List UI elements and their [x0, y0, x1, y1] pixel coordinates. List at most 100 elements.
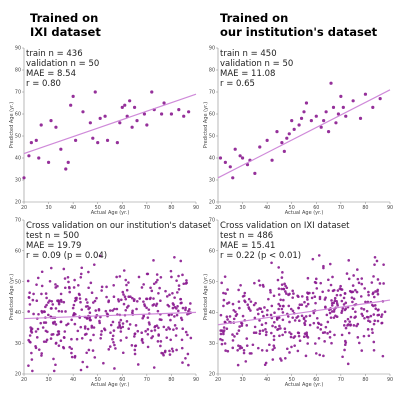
panel3-data-point [54, 341, 58, 345]
panel1-x-tick-label: 90 [193, 205, 199, 211]
panel4-data-point [247, 297, 251, 301]
panel4-data-point [241, 314, 245, 318]
panel3-data-point [30, 358, 34, 361]
panel4-data-point [360, 282, 364, 286]
panel4-data-point [249, 300, 253, 303]
panel3-data-point [173, 255, 176, 259]
panel3-data-point [123, 295, 127, 298]
heading-left-line1: Trained on [30, 11, 99, 25]
panel4-data-point [246, 303, 250, 306]
panel2-y-tick-label: 70 [209, 90, 215, 96]
panel3-data-point [168, 327, 172, 331]
panel3-data-point [32, 292, 35, 296]
panel3-data-point [184, 356, 187, 360]
panel1-y-tick-label: 70 [15, 90, 21, 96]
panel3-data-point [122, 269, 126, 272]
panel3-data-point [34, 346, 38, 350]
panel3-data-point [138, 297, 142, 300]
panel3-data-point [86, 327, 90, 331]
panel2-data-point [275, 130, 279, 134]
panel4-data-point [314, 342, 317, 345]
panel1-y-tick-label: 50 [15, 134, 21, 140]
panel3-data-point [72, 314, 75, 317]
panel4-data-point [262, 314, 265, 318]
panel4-data-point [284, 330, 287, 334]
panel4-data-point [226, 318, 229, 321]
panel2-data-point [233, 147, 237, 151]
panel3-data-point [114, 347, 117, 350]
panel4-data-point [306, 291, 309, 294]
panel3-data-point [73, 278, 76, 282]
panel4-data-point [308, 314, 312, 318]
panel4-data-point [382, 263, 385, 266]
panel1-data-point [123, 103, 127, 107]
panel4-data-point [237, 329, 241, 332]
panel4-data-point [319, 328, 323, 331]
panel4-x-tick-label: 50 [289, 377, 295, 383]
panel4-data-point [266, 308, 269, 312]
panel2-data-point [309, 119, 313, 123]
panel3-data-point [181, 361, 184, 364]
panel2-y-axis-title: Predicted Age (yr.) [203, 102, 209, 148]
panel3-data-point [185, 279, 188, 282]
panel3-data-point [57, 309, 61, 313]
panel4-data-point [365, 309, 369, 313]
panel3-x-tick-label: 60 [119, 377, 125, 383]
panel1-x-tick-label: 50 [95, 205, 101, 211]
panel3-data-point [111, 320, 115, 324]
panel4-data-point [303, 323, 307, 327]
panel3-data-point [184, 282, 188, 285]
panel4-data-point [325, 313, 329, 317]
panel3-data-point [84, 298, 88, 301]
panel3-data-point [167, 313, 171, 317]
panel4-data-point [303, 332, 307, 335]
panel4-data-point [287, 304, 291, 308]
scatter-panel-cross-ixi: 20 30 40 50 60 70 80 90 20 30 40 50 60 70 Actual Age (… [203, 218, 393, 388]
panel3-data-point [37, 312, 40, 316]
panel3-data-point [45, 338, 49, 342]
panel4-data-point [328, 330, 332, 334]
panel4-data-point [335, 315, 339, 319]
panel4-data-point [288, 351, 291, 354]
panel4-data-point [231, 302, 235, 306]
panel1-x-tick-label: 30 [46, 205, 52, 211]
panel4-data-point [240, 324, 244, 327]
panel4-data-point [219, 332, 223, 336]
panel3-data-point [175, 327, 178, 330]
panel3-data-point [44, 292, 48, 295]
panel3-data-point [85, 317, 89, 320]
panel2-stat-line: train n = 450 [220, 49, 277, 59]
panel4-data-point [297, 331, 301, 335]
panel3-data-point [87, 270, 90, 274]
panel4-data-point [362, 334, 366, 338]
panel2-data-point [319, 125, 323, 129]
panel4-data-point [321, 290, 324, 294]
panel4-data-point [285, 292, 288, 295]
panel3-data-point [45, 303, 48, 307]
panel4-data-point [264, 321, 268, 325]
panel4-data-point [362, 308, 366, 311]
panel3-data-point [63, 277, 67, 280]
panel3-data-point [70, 318, 73, 322]
panel3-data-point [72, 312, 76, 315]
panel3-data-point [125, 288, 129, 292]
panel3-data-point [168, 293, 171, 297]
panel2-data-point [341, 105, 345, 109]
panel3-data-point [80, 336, 84, 340]
panel4-data-point [319, 281, 323, 285]
panel4-data-point [340, 299, 344, 303]
panel3-data-point [68, 290, 72, 294]
panel3-data-point [100, 289, 103, 292]
panel3-data-point [173, 305, 177, 309]
panel3-data-point [181, 273, 184, 277]
panel3-data-point [90, 291, 94, 294]
panel3-data-point [99, 336, 102, 340]
panel3-data-point [155, 324, 159, 327]
panel3-data-point [94, 309, 98, 312]
panel3-data-point [59, 320, 63, 324]
panel3-data-point [70, 337, 73, 341]
panel4-data-point [369, 314, 373, 318]
panel3-data-point [112, 295, 116, 298]
panel4-data-point [342, 296, 346, 300]
panel2-data-point [326, 130, 331, 134]
